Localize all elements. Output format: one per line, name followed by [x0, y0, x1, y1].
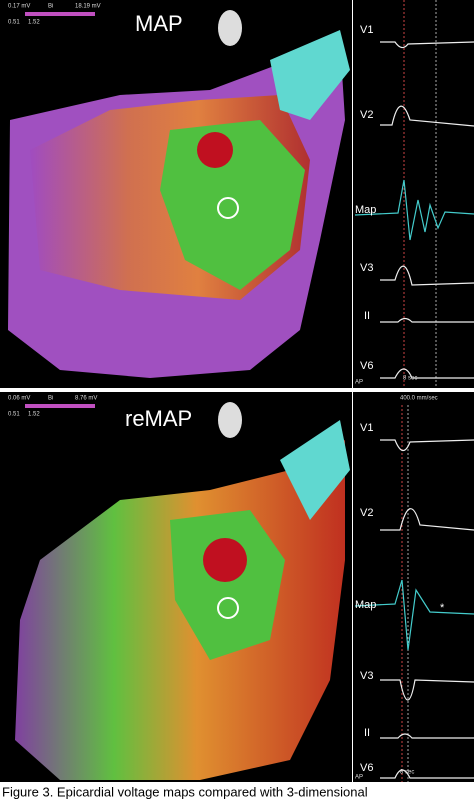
panel-title: reMAP — [125, 406, 192, 431]
ecg-background — [353, 392, 474, 782]
scar-core — [197, 132, 233, 168]
scale-max: 8.76 mV — [75, 396, 97, 402]
lead-label: V1 — [360, 422, 373, 434]
panel-title: MAP — [135, 11, 183, 36]
caption: Figure 3. Epicardial voltage maps compar… — [2, 784, 368, 799]
scale-high: 1.52 — [28, 20, 40, 26]
lead-label: V1 — [360, 24, 373, 36]
sweep-speed: 400.0 mm/sec — [400, 396, 438, 402]
scale-bar — [25, 404, 95, 408]
orientation-marker — [218, 402, 242, 438]
ecg-trace — [380, 769, 474, 779]
lead-label: II — [364, 727, 370, 739]
ecg-background — [353, 0, 474, 388]
ecg-trace — [380, 41, 474, 49]
lead-label: Map — [355, 204, 376, 216]
aorta — [280, 420, 350, 520]
lead-label: II — [364, 310, 370, 322]
lead-label: V3 — [360, 262, 373, 274]
ecg-trace — [380, 105, 474, 127]
ecg-trace — [354, 579, 474, 651]
scale-low: 0.51 — [8, 20, 20, 26]
heart-surface — [15, 440, 345, 780]
lead-label: V6 — [360, 360, 373, 372]
ecg-trace — [380, 508, 474, 531]
scale-min: 0.06 mV — [8, 396, 30, 402]
footer-label: AP — [355, 380, 363, 386]
bottom-panel: 0.06 mV Bi 8.76 mV 0.51 1.52 reMAP 400.0… — [0, 392, 474, 782]
lead-label: V2 — [360, 507, 373, 519]
ecg-trace — [380, 679, 474, 701]
footer-label: 8 sec — [400, 770, 414, 776]
ecg-trace — [380, 317, 474, 323]
orientation-marker — [218, 10, 242, 46]
scar-core — [203, 538, 247, 582]
lead-label: Map — [355, 599, 376, 611]
annotation: * — [440, 602, 445, 614]
ecg-trace — [354, 179, 474, 241]
top-panel: 0.17 mV Bi 18.19 mV 0.51 1.52 MAP V1 V2 … — [0, 0, 474, 388]
scar-region — [170, 510, 285, 660]
aorta — [270, 30, 350, 120]
target-circle — [217, 197, 239, 219]
scale-low: 0.51 — [8, 412, 20, 418]
ecg-trace — [380, 265, 474, 286]
scale-mode: Bi — [48, 4, 53, 10]
scale-bar — [25, 12, 95, 16]
lead-label: V3 — [360, 670, 373, 682]
scale-mode: Bi — [48, 396, 53, 402]
target-circle — [217, 597, 239, 619]
scale-min: 0.17 mV — [8, 4, 30, 10]
ecg-trace — [380, 733, 474, 739]
scale-high: 1.52 — [28, 412, 40, 418]
lead-label: V2 — [360, 109, 373, 121]
scale-max: 18.19 mV — [75, 4, 101, 10]
scar-region — [160, 120, 305, 290]
ecg-trace — [380, 368, 474, 379]
footer-label: AP — [355, 775, 363, 781]
lead-label: V6 — [360, 762, 373, 774]
footer-label: 8 sec — [403, 376, 417, 382]
ecg-trace — [380, 439, 474, 452]
